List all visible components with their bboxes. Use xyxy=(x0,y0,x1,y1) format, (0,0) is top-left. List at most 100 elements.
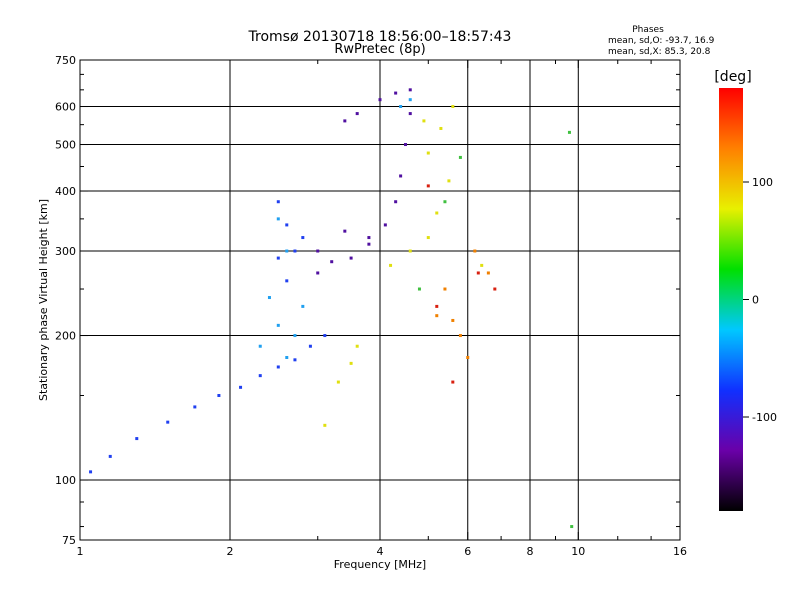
scatter-point xyxy=(480,263,484,267)
scatter-point xyxy=(476,271,480,275)
scatter-point xyxy=(439,126,443,130)
scatter-point xyxy=(435,304,439,308)
colorbar-tick-label: 0 xyxy=(752,294,759,307)
scatter-point xyxy=(349,256,353,260)
scatter-point xyxy=(570,525,574,529)
colorbar: [deg] 100 0 -100 xyxy=(714,69,777,511)
scatter-point xyxy=(135,437,139,441)
scatter-point xyxy=(426,151,430,155)
y-tick-label: 400 xyxy=(55,185,76,198)
scatter-point xyxy=(258,344,262,348)
scatter-point xyxy=(276,323,280,327)
scatter-point xyxy=(408,88,412,92)
scatter-point xyxy=(308,344,312,348)
scatter-point xyxy=(447,179,451,183)
scatter-point xyxy=(343,119,347,123)
scatter-point xyxy=(466,355,470,359)
scatter-point xyxy=(458,155,462,159)
scatter-point xyxy=(458,334,462,338)
scatter-point xyxy=(166,420,170,424)
scatter-point xyxy=(217,394,221,398)
scatter-point xyxy=(493,287,497,291)
scatter-point xyxy=(285,223,289,227)
scatter-point xyxy=(367,242,371,246)
scatter-point xyxy=(435,211,439,215)
scatter-point xyxy=(408,112,412,116)
scatter-point xyxy=(408,249,412,253)
scatter-point xyxy=(336,380,340,384)
scatter-point xyxy=(451,318,455,322)
scatter-point xyxy=(316,249,320,253)
scatter-point xyxy=(435,314,439,318)
scatter-point xyxy=(89,470,93,474)
scatter-point xyxy=(426,236,430,240)
x-tick-label: 8 xyxy=(527,545,534,558)
phases-line-o: mean, sd,O: -93.7, 16.9 xyxy=(608,36,715,46)
scatter-point xyxy=(367,236,371,240)
scatter-point xyxy=(486,271,490,275)
scatter-point xyxy=(301,304,305,308)
scatter-point xyxy=(399,174,403,178)
scatter-point xyxy=(349,361,353,365)
scatter-point xyxy=(473,249,477,253)
scatter-point xyxy=(285,249,289,253)
scatter-point xyxy=(293,249,297,253)
scatter-point xyxy=(408,98,412,102)
colorbar-tick-label: 100 xyxy=(752,176,773,189)
scatter-point xyxy=(383,223,387,227)
scatter-point xyxy=(378,98,382,102)
x-tick-label: 6 xyxy=(464,545,471,558)
scatter-point xyxy=(323,423,327,427)
y-tick-label: 200 xyxy=(55,330,76,343)
scatter-point xyxy=(285,279,289,283)
scatter-point xyxy=(403,143,407,147)
scatter-point xyxy=(451,380,455,384)
scatter-point xyxy=(276,365,280,369)
scatter-point xyxy=(285,355,289,359)
scatter-point xyxy=(389,263,393,267)
scatter-point xyxy=(355,344,359,348)
scatter-point xyxy=(426,184,430,188)
scatter-point xyxy=(417,287,421,291)
phases-line-x: mean, sd,X: 85.3, 20.8 xyxy=(608,47,711,57)
scatter-point xyxy=(276,217,280,221)
plot-area: 1 2 4 6 8 10 16 75 100 200 300 400 500 600 750 xyxy=(55,54,687,558)
scatter-point xyxy=(316,271,320,275)
y-tick-label: 300 xyxy=(55,245,76,258)
scatter-point xyxy=(293,358,297,362)
scatter-point xyxy=(399,105,403,109)
x-axis-label: Frequency [MHz] xyxy=(334,558,426,571)
y-tick-label: 750 xyxy=(55,54,76,67)
phases-title: Phases xyxy=(632,25,664,35)
chart-subtitle: RwPretec (8p) xyxy=(334,42,425,57)
x-tick-label: 16 xyxy=(673,545,687,558)
scatter-point xyxy=(394,91,398,95)
scatter-point xyxy=(267,296,271,300)
y-tick-label: 500 xyxy=(55,139,76,152)
scatter-point xyxy=(258,374,262,378)
scatter-point xyxy=(276,200,280,204)
scatter-point xyxy=(451,105,455,109)
y-axis-label: Stationary phase Virtual Height [km] xyxy=(37,199,50,401)
y-tick-label: 75 xyxy=(62,534,76,547)
scatter-point xyxy=(293,334,297,338)
y-tick-label: 600 xyxy=(55,101,76,114)
colorbar-label: [deg] xyxy=(714,69,751,85)
scatter-point xyxy=(343,229,347,233)
scatter-point xyxy=(443,200,447,204)
scatter-point xyxy=(330,260,334,264)
scatter-point xyxy=(355,112,359,116)
scatter-point xyxy=(239,385,243,389)
scatter-point xyxy=(443,287,447,291)
colorbar-gradient xyxy=(719,88,743,511)
scatter-point xyxy=(567,130,571,134)
x-tick-label: 2 xyxy=(227,545,234,558)
scatter-point xyxy=(108,454,112,458)
scatter-point xyxy=(301,236,305,240)
y-tick-label: 100 xyxy=(55,474,76,487)
scatter-point xyxy=(422,119,426,123)
scatter-point xyxy=(323,334,327,338)
x-tick-label: 1 xyxy=(77,545,84,558)
